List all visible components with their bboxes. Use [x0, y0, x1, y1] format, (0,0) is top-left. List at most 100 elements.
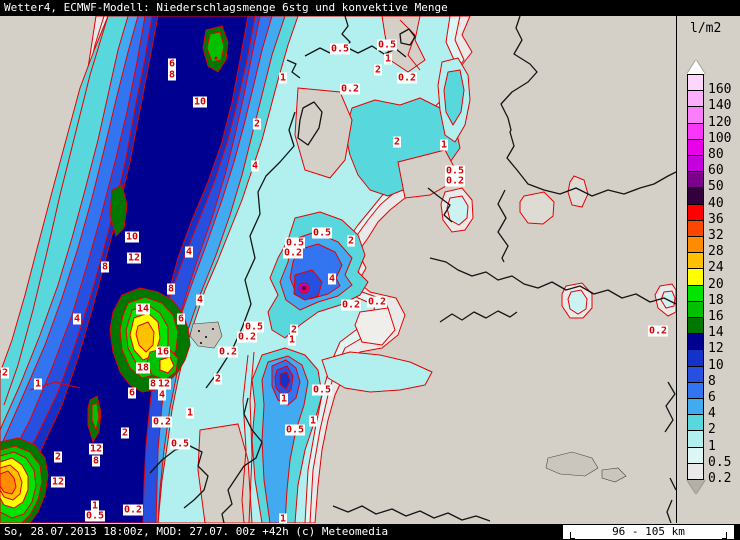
legend-color-box: [687, 138, 704, 156]
timestamp-text: So, 28.07.2013 18:00z, MOD: 27.07. 00z +…: [4, 525, 389, 538]
contour-label: 8: [91, 455, 101, 467]
contour-label: 4: [327, 273, 337, 285]
contour-label: 0.5: [169, 438, 191, 450]
legend-value-label: 16: [708, 309, 724, 324]
contour-label: 2: [252, 118, 262, 130]
contour-label: 12: [88, 443, 104, 455]
contour-label: 0.5: [376, 39, 398, 51]
contour-label: 1: [185, 407, 195, 419]
legend-value-label: 2: [708, 422, 716, 438]
legend-color-box: [687, 317, 704, 335]
scale-tick-left: [570, 532, 571, 539]
contour-label: 0.2: [647, 325, 669, 337]
legend-value-label: 18: [708, 292, 724, 308]
contour-label: 2: [53, 451, 63, 463]
contour-label: 4: [250, 160, 260, 172]
contour-label: 2: [213, 373, 223, 385]
legend-value-label: 50: [708, 179, 724, 195]
title-bar: Wetter4, ECMWF-Modell: Niederschlagsmeng…: [0, 0, 740, 16]
page-title: Wetter4, ECMWF-Modell: Niederschlagsmeng…: [4, 1, 448, 14]
contour-label: 0.2: [396, 72, 418, 84]
legend-value-label: 0.5: [708, 454, 732, 470]
legend-value-label: 4: [708, 406, 716, 422]
legend-value-label: 40: [708, 195, 724, 211]
legend-color-box: [687, 171, 704, 189]
contour-label: 2: [373, 64, 383, 76]
contour-label: 6: [127, 387, 137, 399]
legend-value-label: 8: [708, 373, 716, 389]
legend-color-box: [687, 203, 704, 221]
legend-color-box: [687, 414, 704, 432]
legend-value-label: 20: [708, 276, 724, 292]
scale-tick-right: [726, 532, 727, 539]
contour-label: 16: [155, 346, 171, 358]
legend-color-box: [687, 430, 704, 448]
legend-color-box: [687, 268, 704, 286]
legend-color-box: [687, 90, 704, 108]
contour-label: 1: [439, 139, 449, 151]
legend-color-box: [687, 462, 704, 480]
legend-color-box: [687, 236, 704, 254]
contour-label: 0.2: [340, 299, 362, 311]
legend-color-box: [687, 365, 704, 383]
contour-label: 1: [279, 393, 289, 405]
contour-label: 2: [120, 427, 130, 439]
contour-label: 2: [0, 367, 10, 379]
contour-label: 0.5: [311, 227, 333, 239]
contour-label: 0.2: [122, 504, 144, 516]
contour-label: 0.5: [284, 424, 306, 436]
legend-panel: l/m2 160 140 120 100 80 60 50 40 36 32 28 24 20 18 16 1…: [676, 16, 740, 523]
contour-label: 2: [289, 324, 299, 336]
contour-label: 1: [383, 53, 393, 65]
contour-label: 0.5: [84, 510, 106, 522]
contour-label: 1: [287, 334, 297, 346]
scale-foot-right: [722, 538, 727, 539]
contour-label: 18: [135, 362, 151, 374]
contour-label: 0.5: [284, 237, 306, 249]
contour-label: 0.2: [236, 331, 258, 343]
legend-color-box: [687, 106, 704, 124]
legend-units-label: l/m2: [690, 21, 722, 36]
dry-patches: [197, 16, 461, 523]
contour-label: 0.2: [366, 296, 388, 308]
contour-label: 8: [148, 378, 158, 390]
contour-label: 12: [126, 252, 142, 264]
contour-label: 1: [33, 378, 43, 390]
contour-label: 10: [192, 96, 208, 108]
extra-contours: [3, 16, 421, 523]
map-scale-label: 96 - 105 km: [612, 525, 685, 538]
legend-value-label: 36: [708, 211, 724, 227]
contour-label: 12: [50, 476, 66, 488]
legend-color-box: [687, 122, 704, 140]
contour-label: 0.5: [243, 321, 265, 333]
legend-value-label: 6: [708, 390, 716, 405]
legend-value-label: 1: [708, 438, 716, 454]
contour-label: 12: [156, 378, 172, 390]
legend-overflow-bottom-triangle: [687, 480, 705, 494]
legend-value-label: 160: [708, 82, 732, 98]
hatch-marks: [189, 321, 627, 483]
contour-label: 0.5: [311, 384, 333, 396]
contour-label: 0.2: [282, 247, 304, 259]
legend-color-box: [687, 219, 704, 237]
contour-label: 10: [124, 231, 140, 243]
legend-color-box: [687, 333, 704, 351]
legend-value-label: 24: [708, 260, 724, 276]
contour-label: 6: [167, 58, 177, 70]
legend-color-box: [687, 155, 704, 173]
contour-label: 1: [308, 415, 318, 427]
contour-label: 1: [90, 500, 100, 512]
legend-color-box: [687, 74, 704, 92]
isolated-cells: [440, 175, 676, 319]
contour-label: 1: [278, 513, 288, 523]
contour-label: 0.2: [339, 83, 361, 95]
contour-label: 0.5: [329, 43, 351, 55]
legend-value-label: 60: [708, 163, 724, 179]
legend-color-box: [687, 252, 704, 270]
contour-label: 14: [135, 303, 151, 315]
legend-overflow-top-triangle: [687, 60, 705, 74]
contour-label: 0.2: [444, 175, 466, 187]
contour-label: 8: [166, 283, 176, 295]
legend-color-box: [687, 284, 704, 302]
legend-color-box: [687, 300, 704, 318]
